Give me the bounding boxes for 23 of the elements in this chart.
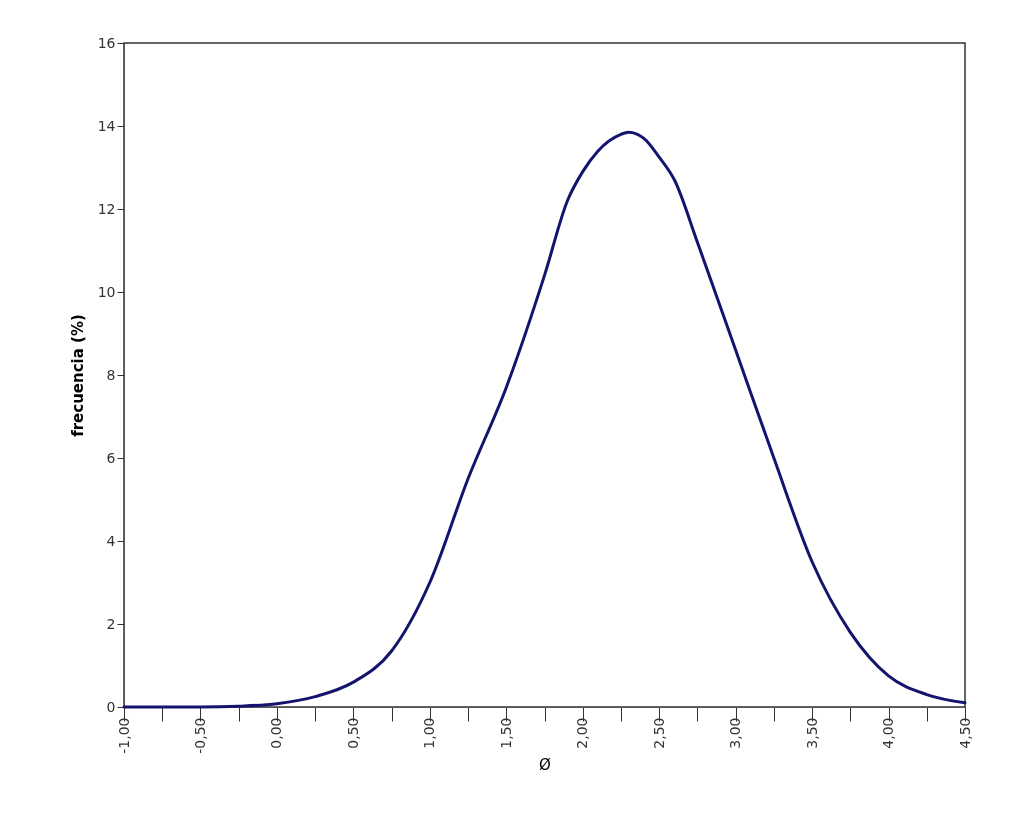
x-tick-label: 4,50 — [956, 717, 973, 749]
y-tick-label: 0 — [106, 698, 116, 715]
y-tick-label: 4 — [106, 532, 116, 549]
x-tick-label: 2,50 — [650, 717, 667, 749]
x-tick-label: 0,50 — [344, 717, 361, 749]
x-tick-label: 4,00 — [880, 717, 897, 749]
x-axis-title: Ø — [539, 755, 552, 774]
x-tick-label: -0,50 — [191, 717, 208, 754]
x-tick-label: -1,00 — [115, 717, 132, 754]
y-axis-title: frecuencia (%) — [68, 314, 87, 437]
x-tick-label: 2,00 — [574, 717, 591, 749]
x-tick-label: 3,00 — [727, 717, 744, 749]
x-tick-label: 1,00 — [421, 717, 438, 749]
y-tick-label: 10 — [97, 283, 116, 300]
x-tick-label: 0,00 — [268, 717, 285, 749]
y-tick-label: 16 — [97, 34, 116, 51]
x-tick-label: 3,50 — [803, 717, 820, 749]
y-tick-label: 12 — [97, 200, 116, 217]
x-tick-label: 1,50 — [497, 717, 514, 749]
y-tick-label: 6 — [106, 449, 116, 466]
y-tick-label: 2 — [106, 615, 116, 632]
y-tick-label: 8 — [106, 366, 116, 383]
y-tick-label: 14 — [97, 117, 116, 134]
